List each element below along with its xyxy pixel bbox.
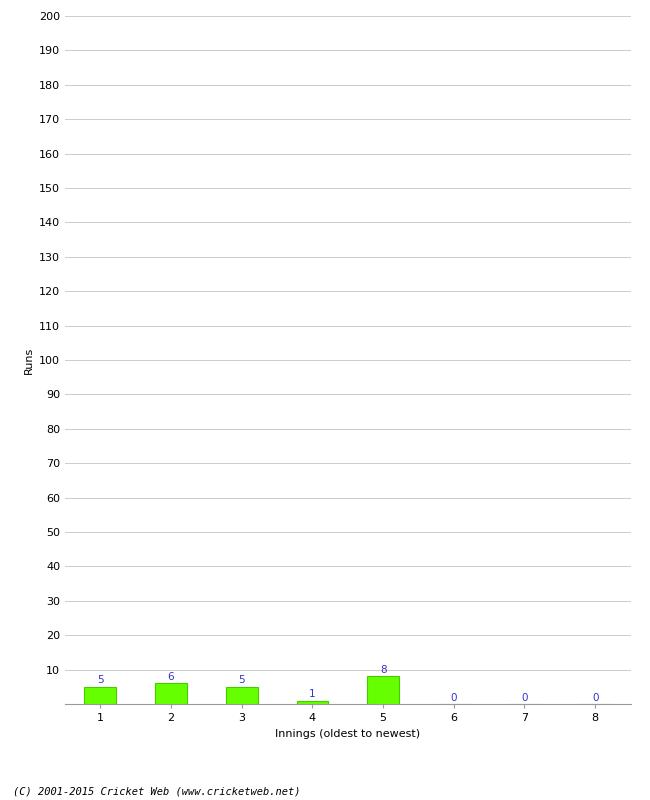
Bar	[296, 701, 328, 704]
Bar	[84, 686, 116, 704]
Bar	[226, 686, 257, 704]
Text: 0: 0	[521, 693, 528, 702]
Text: 6: 6	[168, 672, 174, 682]
Text: 0: 0	[592, 693, 599, 702]
Bar	[367, 677, 399, 704]
Bar	[155, 683, 187, 704]
Text: 5: 5	[239, 675, 245, 686]
Text: 5: 5	[97, 675, 103, 686]
Text: 0: 0	[450, 693, 457, 702]
Text: 8: 8	[380, 665, 386, 675]
Text: 1: 1	[309, 689, 316, 699]
X-axis label: Innings (oldest to newest): Innings (oldest to newest)	[275, 729, 421, 738]
Text: (C) 2001-2015 Cricket Web (www.cricketweb.net): (C) 2001-2015 Cricket Web (www.cricketwe…	[13, 786, 300, 796]
Y-axis label: Runs: Runs	[23, 346, 33, 374]
